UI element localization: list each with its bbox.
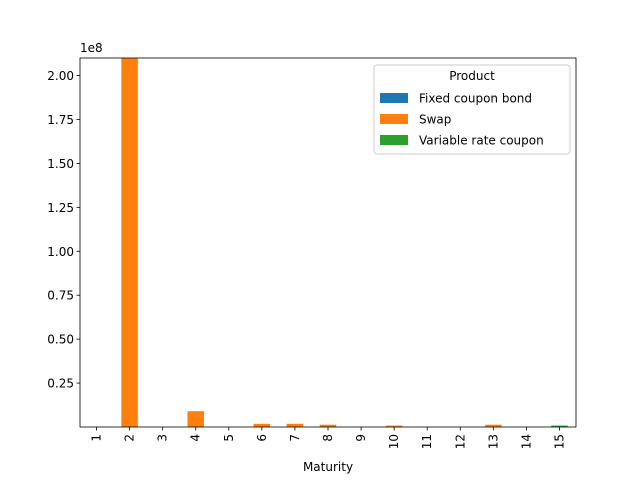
bar-13-series-1 (485, 424, 502, 427)
y-tick-label-6: 1.75 (47, 113, 74, 127)
x-tick-label-8: 8 (321, 434, 335, 442)
bar-4-series-1 (187, 411, 204, 427)
bar-8-series-1 (319, 424, 337, 427)
x-tick-label-5: 5 (222, 434, 236, 442)
y-offset-label: 1e8 (80, 41, 103, 55)
legend: Product Fixed coupon bond Swap Variable ra… (373, 64, 571, 155)
legend-label-2: Variable rate coupon (419, 134, 544, 148)
x-tick-label-1: 1 (90, 434, 104, 442)
y-tick-label-0: 0.25 (47, 377, 74, 391)
x-tick-label-7: 7 (288, 434, 302, 442)
bar-15-series-2 (551, 425, 568, 427)
x-tick-label-13: 13 (486, 434, 500, 449)
x-tick-label-2: 2 (123, 434, 137, 442)
y-tick-label-3: 1.00 (47, 245, 74, 259)
y-tick-label-1: 0.50 (47, 333, 74, 347)
bar-6-series-1 (253, 423, 271, 427)
x-tick-label-4: 4 (189, 434, 203, 442)
x-tick-label-9: 9 (354, 434, 368, 442)
legend-label-0: Fixed coupon bond (419, 92, 532, 106)
x-tick-label-10: 10 (387, 434, 401, 449)
legend-swatch-1 (380, 114, 408, 124)
legend-swatch-2 (380, 135, 408, 145)
y-tick-label-2: 0.75 (47, 289, 74, 303)
legend-swatch-0 (380, 93, 408, 103)
bar-10-series-1 (385, 425, 403, 427)
legend-title: Product (449, 69, 495, 83)
x-tick-label-11: 11 (420, 434, 434, 449)
bar-2-series-1 (121, 58, 138, 427)
x-tick-label-6: 6 (255, 434, 269, 442)
y-tick-label-5: 1.50 (47, 157, 74, 171)
x-tick-label-12: 12 (453, 434, 467, 449)
x-tick-label-14: 14 (519, 434, 533, 449)
x-tick-label-15: 15 (552, 434, 566, 449)
legend-box (373, 64, 571, 155)
x-tick-label-3: 3 (156, 434, 170, 442)
x-axis-title: Maturity (303, 460, 353, 474)
bar-7-series-1 (286, 423, 304, 427)
y-tick-label-4: 1.25 (47, 201, 74, 215)
y-tick-label-7: 2.00 (47, 69, 74, 83)
axes-layer: 1 2 3 4 5 6 7 8 9 10 11 12 13 14 150.250.500.751.001.2… (47, 57, 577, 449)
legend-label-1: Swap (419, 113, 451, 127)
bars-layer (88, 58, 568, 427)
